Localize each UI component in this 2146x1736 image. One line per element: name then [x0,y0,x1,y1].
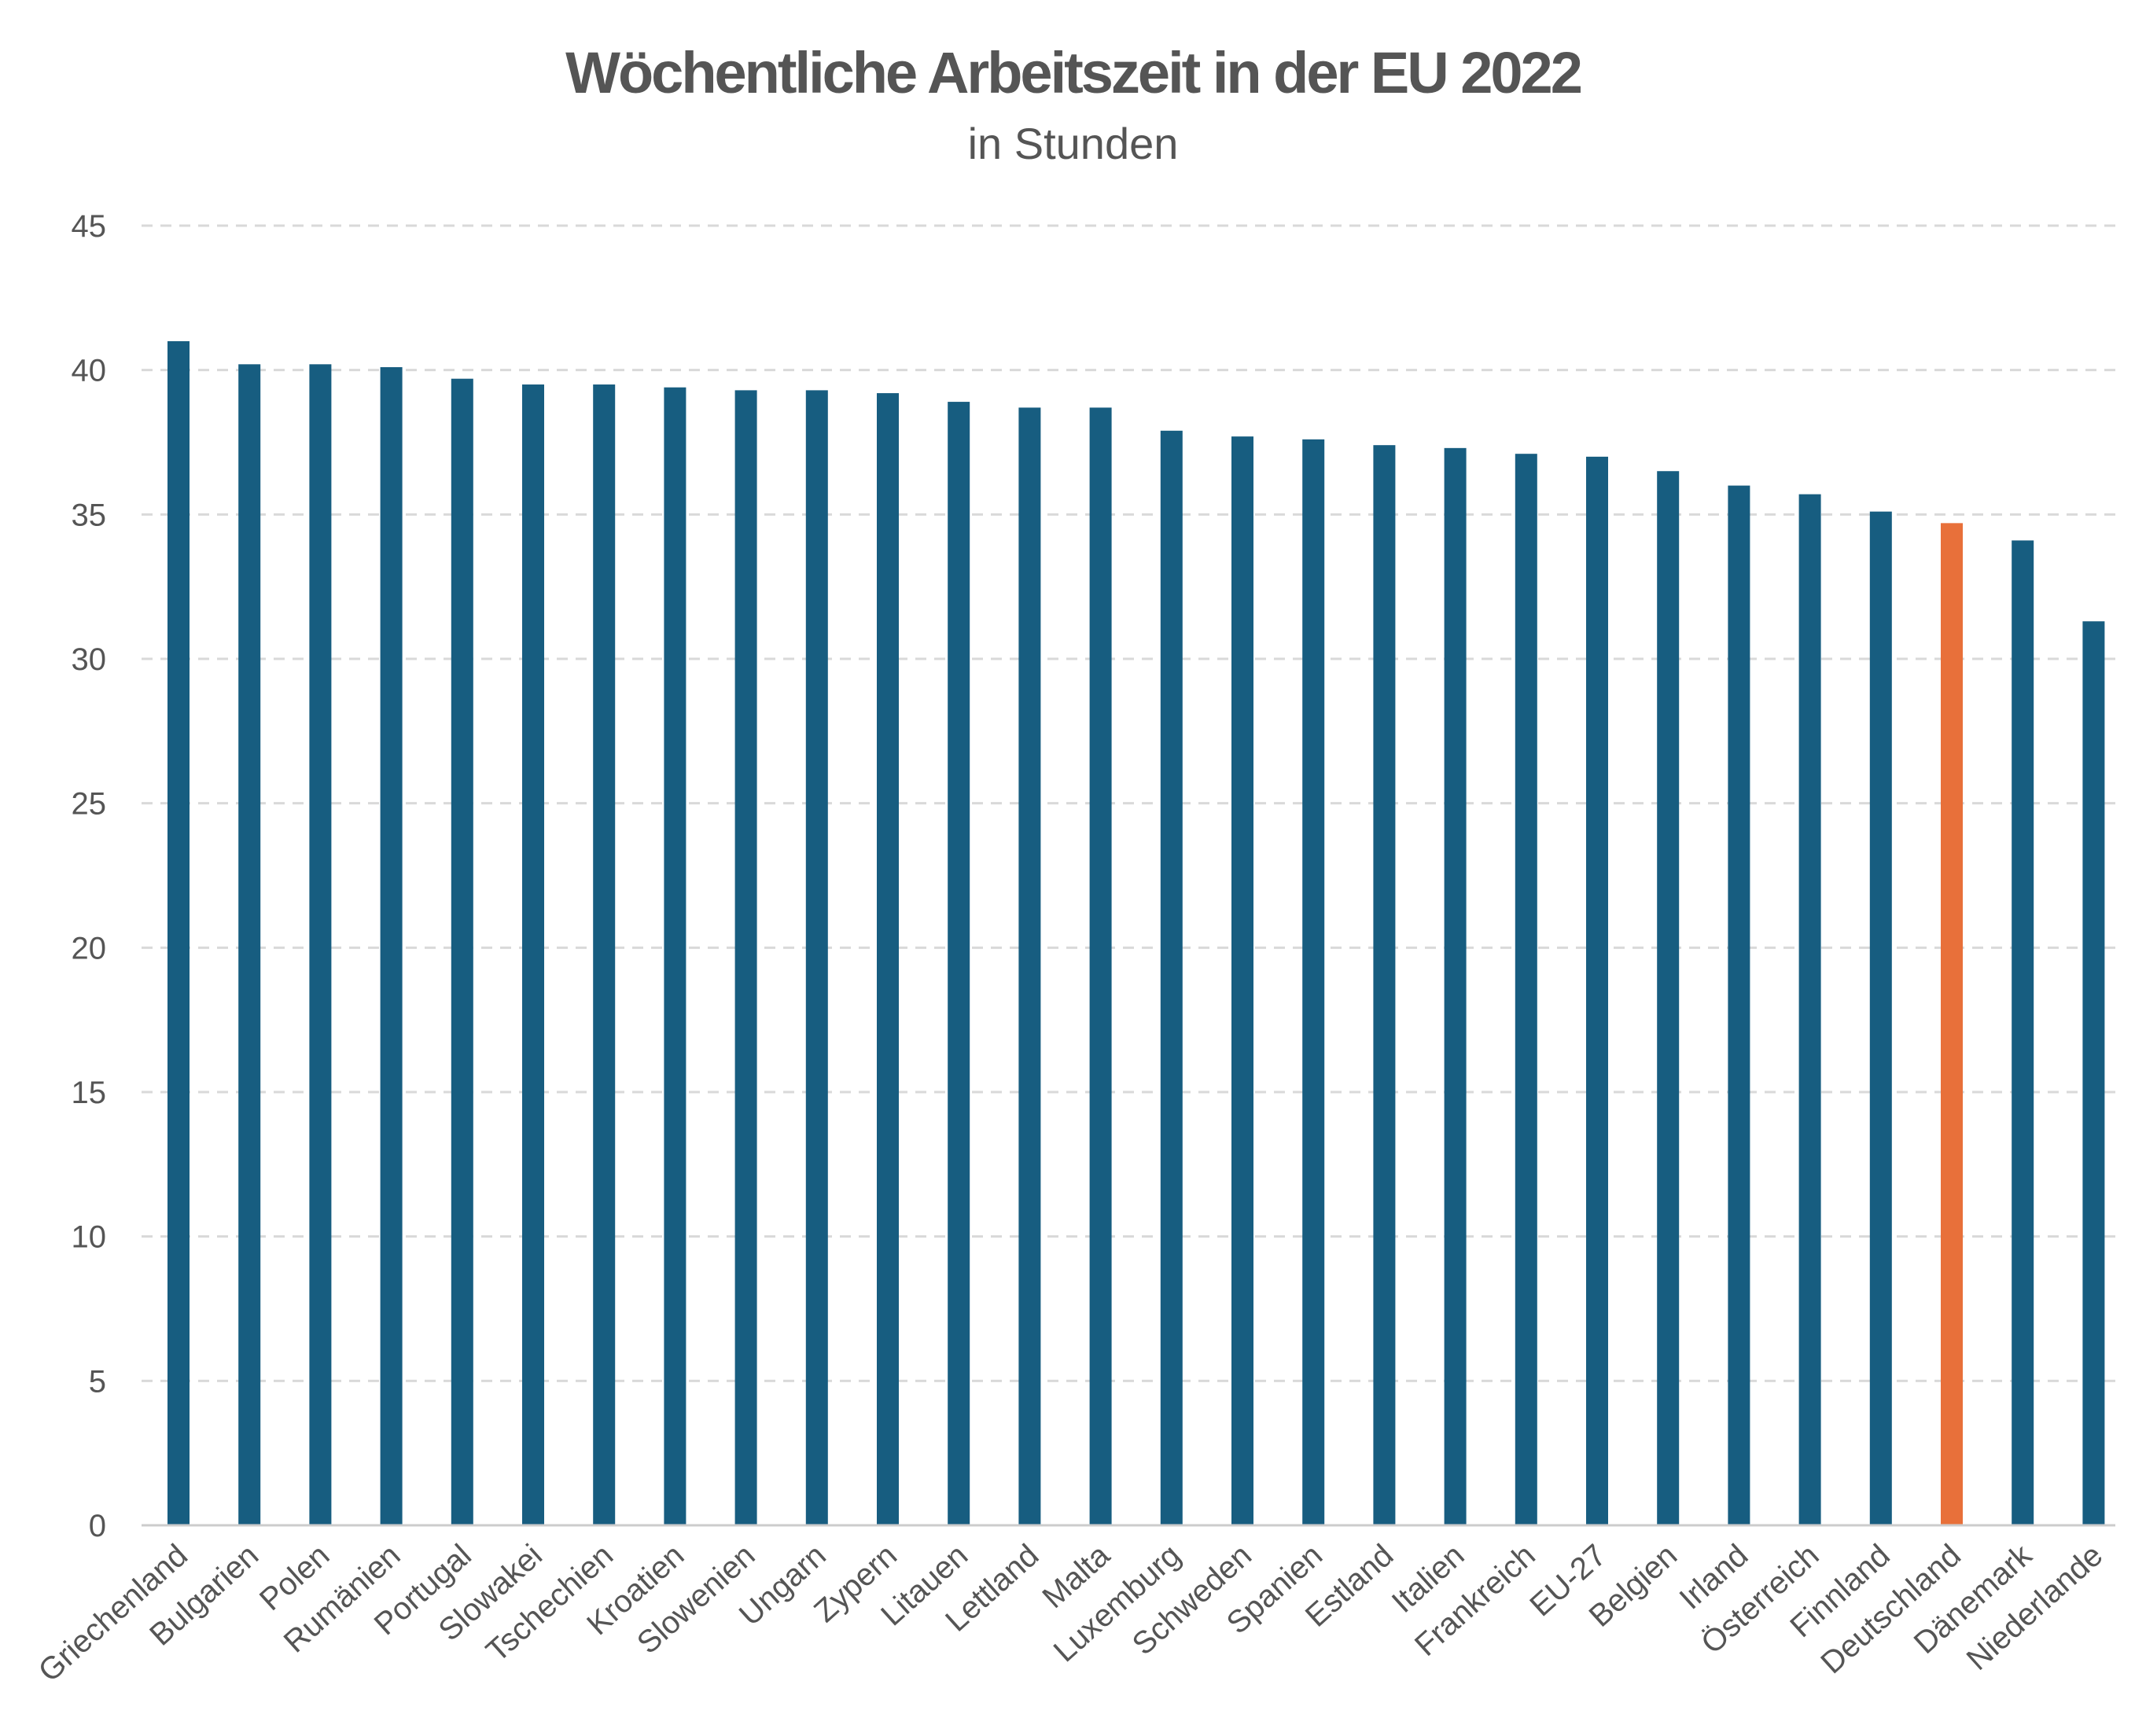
chart-subtitle: in Stunden [967,119,1179,168]
chart-title: Wöchentliche Arbeitszeit in der EU 2022 [565,40,1583,105]
bar-lettland [1018,407,1041,1526]
bar-bulgarien [238,364,261,1525]
bar-portugal [451,378,473,1526]
y-tick-label: 25 [72,787,107,822]
y-tick-label: 35 [72,498,107,532]
bar-griechenland [167,340,190,1525]
bar-frankreich [1515,454,1537,1525]
bar-malta [1089,407,1112,1526]
bar-tschechien [593,384,616,1525]
bar-irland [1728,485,1750,1525]
bar-eu-27 [1586,456,1608,1525]
bar-österreich [1798,494,1821,1525]
bar-rumänien [380,366,403,1525]
bar-schweden [1231,436,1253,1525]
y-tick-label: 30 [72,642,107,677]
bar-finnland [1869,511,1892,1526]
bar-ungarn [805,390,828,1525]
bar-spanien [1302,439,1325,1525]
bar-polen [309,364,332,1525]
bar-italien [1444,447,1467,1525]
y-tick-label: 0 [89,1509,106,1543]
bar-belgien [1657,471,1680,1525]
y-tick-label: 15 [72,1076,107,1110]
bar-deutschland [1941,523,1963,1526]
bar-slowakei [522,384,544,1525]
y-tick-label: 40 [72,354,107,388]
bar-niederlande [2082,621,2105,1526]
bar-zypern [877,393,899,1525]
y-tick-label: 20 [72,931,107,965]
y-tick-label: 45 [72,209,107,244]
bar-dänemark [2012,540,2034,1525]
bar-estland [1373,445,1396,1525]
bar-luxemburg [1160,430,1183,1525]
bar-kroatien [664,387,686,1525]
bar-slowenien [734,390,757,1525]
bar-litauen [948,402,970,1525]
y-tick-label: 5 [89,1364,106,1399]
y-tick-label: 10 [72,1220,107,1255]
